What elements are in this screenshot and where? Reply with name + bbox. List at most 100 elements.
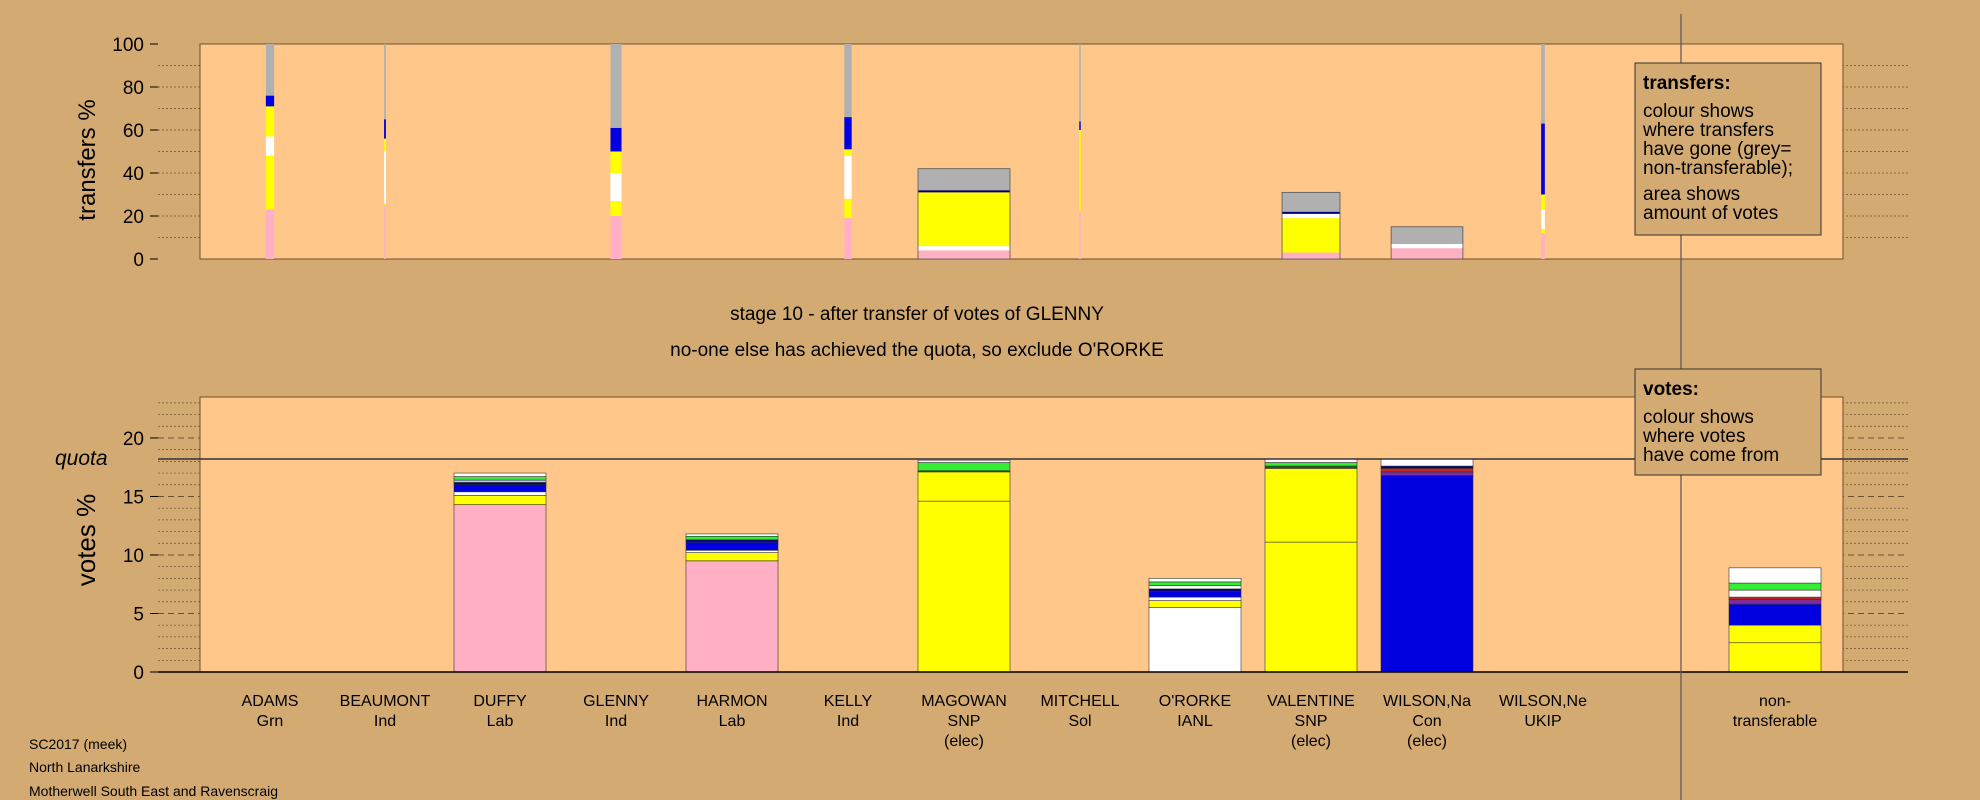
transfer-bar-segment-beaumont <box>384 138 386 152</box>
transfer-bar-segment-glenny <box>610 151 622 173</box>
vote-bar-segment-wilson-na <box>1380 475 1474 673</box>
candidate-label-adams: ADAMS <box>242 693 299 710</box>
transfer-bar-segment-kelly <box>844 117 852 150</box>
transfer-bar-segment-mitchell <box>1079 44 1081 122</box>
vote-bar-segment-o-rorke <box>1148 578 1242 583</box>
vote-bar-segment-harmon <box>685 541 779 551</box>
transfers-bars <box>265 44 1545 260</box>
transfer-bar-outline-magowan <box>917 168 1011 260</box>
transfer-bar-segment-valentine <box>1282 192 1340 212</box>
votes-legend-text: colour shows <box>1643 407 1754 428</box>
vote-bar-segment-magowan <box>917 500 1011 673</box>
vote-bar-segment-magowan <box>917 471 1011 502</box>
votes-y-tick-label: 5 <box>133 604 144 625</box>
transfer-bar-segment-mitchell <box>1079 130 1081 212</box>
transfer-bar-segment-kelly <box>844 218 852 259</box>
vote-bar-segment-wilson-na <box>1380 468 1474 473</box>
transfer-bar-segment-magowan <box>918 246 1010 251</box>
transfer-bar-segment-adams <box>265 44 275 96</box>
vote-bar-segment-o-rorke <box>1148 596 1242 601</box>
candidate-label-beaumont: BEAUMONT <box>340 693 431 710</box>
transfer-bar-segment-glenny <box>610 216 622 259</box>
votes-legend-text: have come from <box>1643 445 1779 466</box>
transfers-legend-text: where transfers <box>1642 120 1774 141</box>
transfer-bar-segment-adams <box>265 136 275 156</box>
transfers-legend-text: amount of votes <box>1643 203 1778 224</box>
transfer-bar-segment-wilson-ne <box>1541 194 1545 210</box>
vote-bar-segment-duffy <box>453 472 547 477</box>
transfer-bar-segment-beaumont <box>384 151 386 204</box>
vote-bar-segment-nontransferable <box>1728 642 1822 673</box>
votes-y-axis: 0 5 10 15 20 <box>123 429 1908 684</box>
vote-bar-segment-duffy <box>453 484 547 493</box>
transfer-bar-segment-magowan <box>918 190 1010 193</box>
vote-bar-segment-wilson-na <box>1380 458 1474 467</box>
transfers-legend-text: non-transferable); <box>1643 158 1793 179</box>
candidate-label-magowan: (elec) <box>944 733 984 750</box>
transfer-bar-segment-glenny <box>610 44 622 128</box>
vote-bar-segment-harmon <box>685 539 779 543</box>
candidate-label-mitchell: MITCHELL <box>1040 693 1119 710</box>
footer-ward: Motherwell South East and Ravenscraig <box>29 783 278 799</box>
transfer-bar-segment-adams <box>265 209 275 259</box>
candidate-label-wilson-na: WILSON,Na <box>1383 693 1471 710</box>
vote-bar-segment-nontransferable <box>1728 599 1822 605</box>
candidate-label-wilson-na: (elec) <box>1407 733 1447 750</box>
quota-label: quota <box>55 447 108 470</box>
transfers-legend-text: area shows <box>1643 184 1740 205</box>
vote-bar-segment-harmon <box>685 552 779 562</box>
transfer-bar-segment-magowan <box>918 250 1010 259</box>
transfer-bar-segment-magowan <box>918 192 1010 247</box>
votes-bars <box>453 458 1822 673</box>
vote-bar-segment-harmon <box>685 549 779 553</box>
candidate-label-valentine: SNP <box>1295 713 1328 730</box>
transfer-bar-segment-wilson-ne <box>1541 209 1545 229</box>
vote-bar-segment-harmon <box>685 535 779 541</box>
transfer-bar-segment-kelly <box>844 198 852 219</box>
transfer-bar-segment-wilson-ne <box>1541 228 1545 234</box>
votes-legend-box <box>1634 368 1822 476</box>
candidate-label-wilson-na: Con <box>1412 713 1441 730</box>
transfers-y-tick-label: 20 <box>123 207 144 228</box>
transfer-bar-segment-beaumont <box>384 44 386 120</box>
transfers-y-tick-label: 40 <box>123 164 144 185</box>
candidate-label-harmon: HARMON <box>696 693 767 710</box>
vote-bar-segment-o-rorke <box>1148 607 1242 673</box>
vote-bar-segment-duffy <box>453 482 547 486</box>
transfers-y-tick-label: 80 <box>123 78 144 99</box>
candidate-labels: ADAMS Grn BEAUMONT Ind DUFFY Lab GLENNY Ind HARM… <box>242 693 1818 750</box>
vote-bar-segment-o-rorke <box>1148 588 1242 592</box>
transfer-bar-segment-glenny <box>610 127 622 152</box>
transfer-bar-segment-glenny <box>610 173 622 201</box>
votes-panel-frame <box>199 396 1844 673</box>
transfer-bar-segment-wilson-ne <box>1541 123 1545 195</box>
vote-bar-segment-wilson-na <box>1380 465 1474 469</box>
candidate-label-kelly: KELLY <box>824 693 873 710</box>
footer-election: SC2017 (meek) <box>29 736 127 752</box>
transfers-legend-text: colour shows <box>1643 101 1754 122</box>
vote-bar-segment-nontransferable <box>1728 582 1822 591</box>
transfer-bar-outline-valentine <box>1281 191 1341 260</box>
candidate-label-wilson-ne: UKIP <box>1524 713 1561 730</box>
vote-bar-segment-duffy <box>453 476 547 481</box>
candidate-label-o-rorke: IANL <box>1177 713 1213 730</box>
transfer-bar-segment-wilson-na <box>1391 248 1463 259</box>
vote-bar-segment-valentine <box>1264 462 1358 467</box>
transfer-bar-segment-valentine <box>1282 252 1340 259</box>
transfers-panel-frame <box>199 43 1844 260</box>
vote-bar-segment-magowan <box>917 459 1011 463</box>
vote-bar-segment-duffy <box>453 491 547 496</box>
transfers-y-tick-label: 100 <box>112 35 144 56</box>
transfers-y-axis-label: transfers % <box>74 99 101 220</box>
vote-bar-segment-harmon <box>685 560 779 673</box>
transfers-y-tick-label: 60 <box>123 121 144 142</box>
transfer-bar-segment-wilson-ne <box>1541 233 1545 259</box>
votes-y-tick-label: 15 <box>123 487 144 508</box>
candidate-label-mitchell: Sol <box>1068 713 1091 730</box>
transfer-bar-segment-wilson-na <box>1391 226 1463 244</box>
candidate-label-glenny: Ind <box>605 713 627 730</box>
candidate-label-duffy: DUFFY <box>473 693 527 710</box>
transfer-bar-outline-wilson-na <box>1390 226 1464 260</box>
